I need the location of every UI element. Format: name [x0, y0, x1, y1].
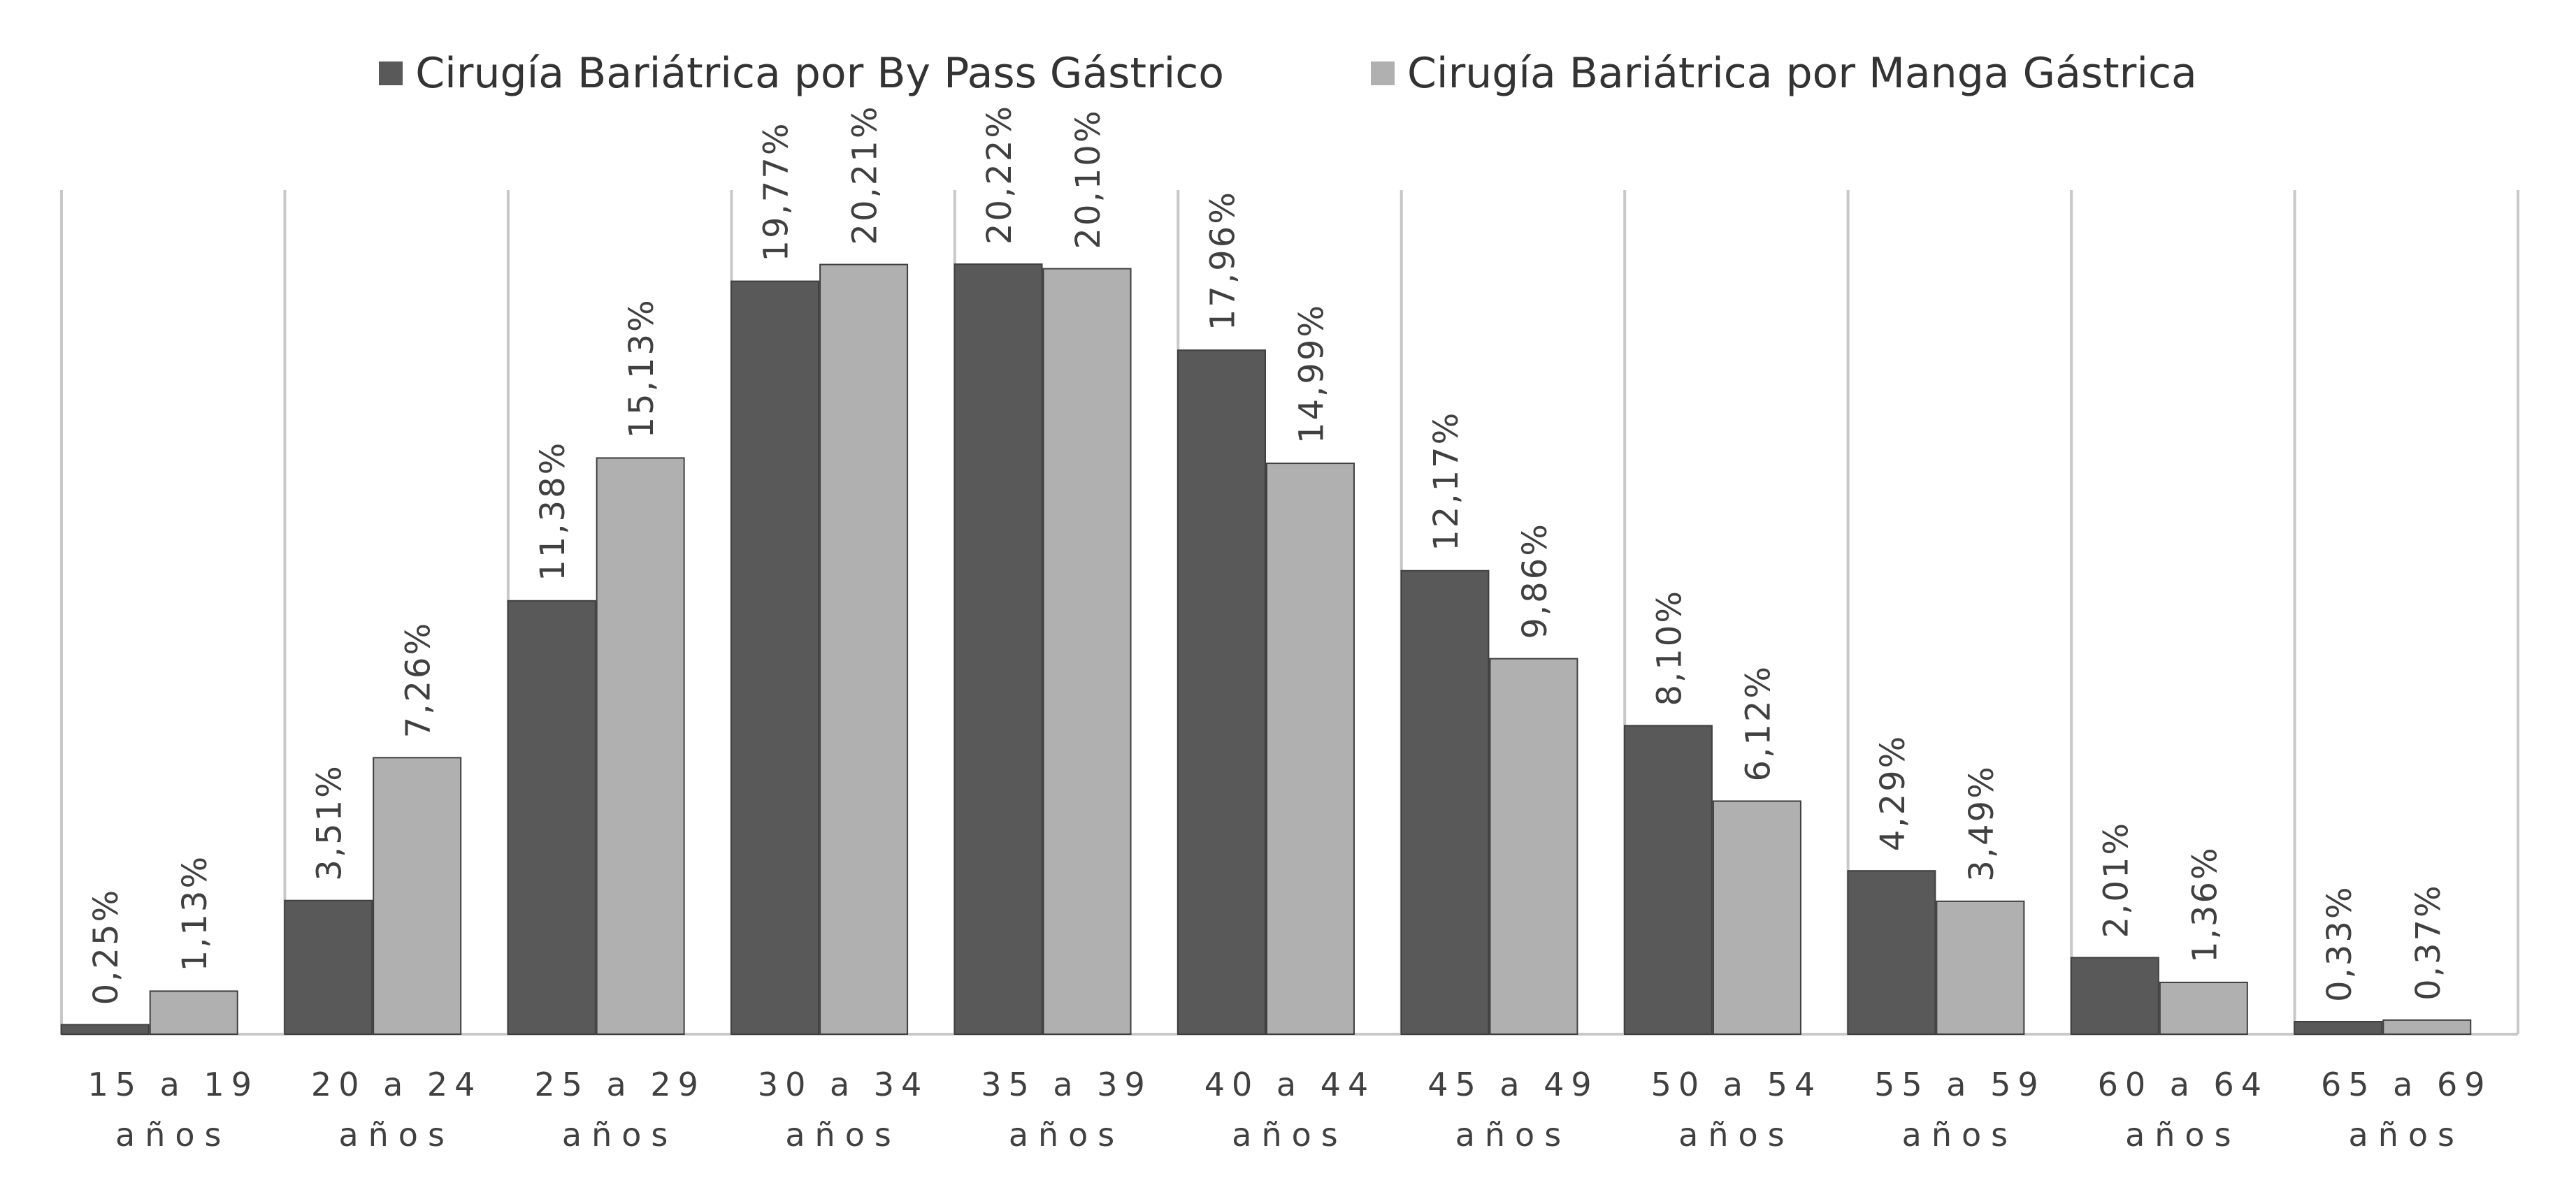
- data-label: 0,33%: [2320, 885, 2359, 1002]
- data-label: 20,10%: [1069, 109, 1108, 249]
- bar: [2070, 957, 2159, 1035]
- x-tick-label: 40 a 44: [1204, 1066, 1376, 1103]
- bar: [1489, 658, 1578, 1035]
- data-label: 20,21%: [846, 105, 885, 245]
- data-label: 0,25%: [87, 888, 126, 1005]
- bar: [731, 280, 820, 1035]
- bar: [2382, 1019, 2472, 1035]
- x-tick-label: 30 a 34: [758, 1066, 929, 1103]
- data-label: 7,26%: [399, 621, 438, 738]
- x-tick-label: 55 a 59: [1874, 1066, 2045, 1103]
- data-label: 3,49%: [1962, 764, 2001, 881]
- bar: [596, 457, 685, 1035]
- x-tick-label: años: [785, 1116, 900, 1154]
- data-label: 12,17%: [1427, 411, 1466, 551]
- x-tick-label: años: [2125, 1116, 2240, 1154]
- bar: [284, 899, 373, 1035]
- data-label: 6,12%: [1739, 665, 1778, 781]
- data-label: 3,51%: [310, 764, 350, 880]
- x-tick-label: años: [115, 1116, 231, 1154]
- data-label: 8,10%: [1650, 589, 1689, 706]
- x-tick-label: años: [1009, 1116, 1124, 1154]
- data-label: 1,36%: [2185, 846, 2224, 962]
- x-tick-label: 45 a 49: [1427, 1066, 1599, 1103]
- bar: [60, 1024, 150, 1035]
- x-tick-label: 25 a 29: [534, 1066, 705, 1103]
- x-tick-label: años: [2349, 1116, 2464, 1154]
- bar: [954, 263, 1043, 1035]
- bar: [1712, 800, 1801, 1035]
- legend-swatch-bypass: [379, 61, 403, 85]
- bar: [1400, 569, 1490, 1035]
- bar: [1936, 900, 2025, 1036]
- x-tick-label: 15 a 19: [87, 1066, 259, 1103]
- bar: [2294, 1021, 2383, 1036]
- bar: [1847, 870, 1936, 1035]
- bar: [1177, 349, 1266, 1035]
- bar: [373, 757, 462, 1035]
- x-tick-label: 35 a 39: [981, 1066, 1152, 1103]
- data-label: 2,01%: [2096, 821, 2136, 938]
- data-label: 4,29%: [1873, 734, 1913, 851]
- legend-label-bypass: Cirugía Bariátrica por By Pass Gástrico: [415, 49, 1225, 98]
- bar: [507, 600, 596, 1035]
- data-label: 19,77%: [757, 122, 796, 262]
- x-tick-label: 65 a 69: [2321, 1066, 2492, 1103]
- x-tick-label: años: [1678, 1116, 1794, 1154]
- bar: [819, 263, 909, 1035]
- x-tick-label: años: [562, 1116, 677, 1154]
- bar: [1042, 268, 1132, 1035]
- data-label: 0,37%: [2409, 883, 2448, 1000]
- legend-item-manga: Cirugía Bariátrica por Manga Gástrica: [1371, 49, 2197, 98]
- x-tick-label: años: [1455, 1116, 1571, 1154]
- x-tick-label: 20 a 24: [311, 1066, 482, 1103]
- bar: [1266, 463, 1355, 1035]
- data-label: 14,99%: [1293, 303, 1332, 444]
- bar: [2159, 981, 2248, 1036]
- x-tick-label: 60 a 64: [2098, 1066, 2269, 1103]
- legend-label-manga: Cirugía Bariátrica por Manga Gástrica: [1407, 49, 2197, 98]
- bar: [1623, 725, 1713, 1036]
- bar: [149, 990, 238, 1036]
- x-tick-label: años: [1232, 1116, 1347, 1154]
- data-label: 17,96%: [1204, 190, 1243, 331]
- data-label: 11,38%: [533, 441, 573, 581]
- data-label: 15,13%: [622, 298, 661, 438]
- legend-swatch-manga: [1371, 61, 1395, 85]
- x-tick-label: años: [338, 1116, 454, 1154]
- data-label: 9,86%: [1516, 522, 1555, 639]
- legend-item-bypass: Cirugía Bariátrica por By Pass Gástrico: [379, 49, 1224, 98]
- data-label: 20,22%: [980, 104, 1019, 245]
- legend: Cirugía Bariátrica por By Pass Gástrico …: [0, 49, 2576, 98]
- x-tick-label: 50 a 54: [1651, 1066, 1822, 1103]
- data-label: 1,13%: [175, 855, 215, 971]
- x-tick-label: años: [1902, 1116, 2017, 1154]
